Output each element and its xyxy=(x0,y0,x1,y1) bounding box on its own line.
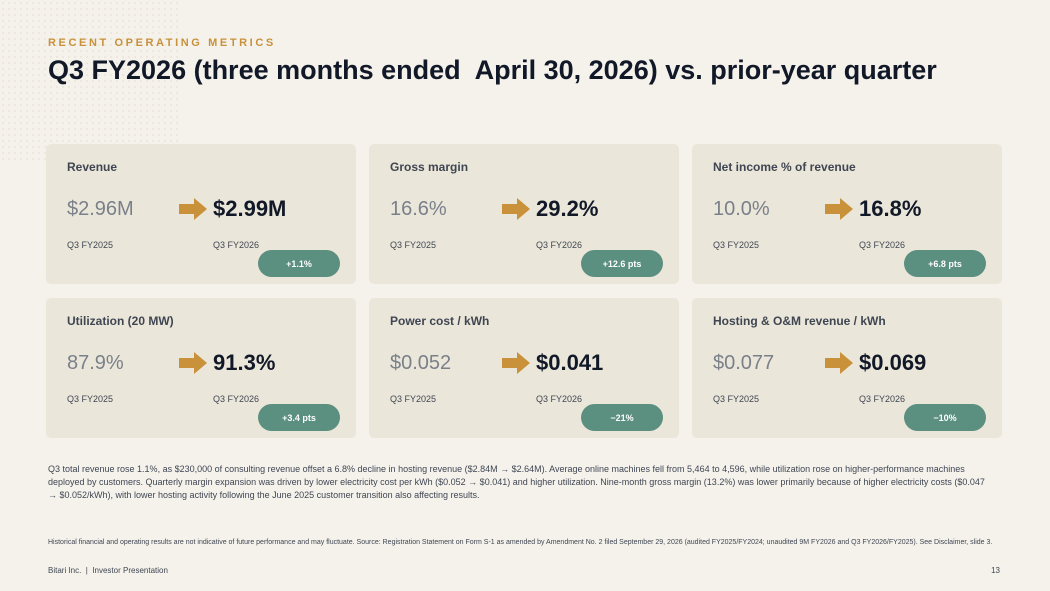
change-badge: +6.8 pts xyxy=(904,250,986,277)
prior-period-label: Q3 FY2025 xyxy=(67,240,114,250)
current-period-label: Q3 FY2026 xyxy=(536,240,583,250)
footer-text: Bitari Inc. | Investor Presentation xyxy=(48,566,168,575)
change-badge: +3.4 pts xyxy=(258,404,340,431)
prior-value: $0.077 xyxy=(713,352,775,374)
current-period-label: Q3 FY2026 xyxy=(213,240,260,250)
current-value: $2.99M xyxy=(213,196,287,221)
current-period-label: Q3 FY2026 xyxy=(536,394,583,404)
prior-period-label: Q3 FY2025 xyxy=(713,240,760,250)
prior-period-label: Q3 FY2025 xyxy=(390,394,437,404)
current-value: $0.041 xyxy=(536,350,604,375)
prior-value: 16.6% xyxy=(390,198,447,220)
metric-card-gross-margin: Gross margin 16.6% 29.2% Q3 FY2025 Q3 FY… xyxy=(369,144,679,284)
right-arrow-icon xyxy=(825,352,853,374)
current-period-label: Q3 FY2026 xyxy=(859,394,906,404)
decorative-dot-pattern xyxy=(0,0,180,160)
current-period-label: Q3 FY2026 xyxy=(859,240,906,250)
metric-label: Net income % of revenue xyxy=(713,160,856,174)
current-value: 29.2% xyxy=(536,196,599,221)
metric-card-hosting-revenue: Hosting & O&M revenue / kWh $0.077 $0.06… xyxy=(692,298,1002,438)
prior-period-label: Q3 FY2025 xyxy=(713,394,760,404)
metric-label: Utilization (20 MW) xyxy=(67,314,174,328)
metric-label: Revenue xyxy=(67,160,118,174)
right-arrow-icon xyxy=(502,198,530,220)
current-value: 16.8% xyxy=(859,196,922,221)
slide-title: Q3 FY2026 (three months ended April 30, … xyxy=(48,55,937,85)
metric-card-net-income: Net income % of revenue 10.0% 16.8% Q3 F… xyxy=(692,144,1002,284)
prior-period-label: Q3 FY2025 xyxy=(67,394,114,404)
metric-label: Gross margin xyxy=(390,160,469,174)
metric-label: Hosting & O&M revenue / kWh xyxy=(713,314,886,328)
metrics-grid: Revenue $2.96M $2.99M Q3 FY2025 Q3 FY202… xyxy=(46,144,1002,438)
change-badge: +12.6 pts xyxy=(581,250,663,277)
right-arrow-icon xyxy=(179,198,207,220)
page-number: 13 xyxy=(991,566,1000,575)
prior-value: $0.052 xyxy=(390,352,452,374)
right-arrow-icon xyxy=(825,198,853,220)
metric-label: Power cost / kWh xyxy=(390,314,490,328)
section-eyebrow: RECENT OPERATING METRICS xyxy=(48,37,276,49)
prior-value: 87.9% xyxy=(67,352,124,374)
disclaimer-text: Historical financial and operating resul… xyxy=(48,539,993,546)
metric-card-power-cost: Power cost / kWh $0.052 $0.041 Q3 FY2025… xyxy=(369,298,679,438)
change-badge: −10% xyxy=(904,404,986,431)
current-period-label: Q3 FY2026 xyxy=(213,394,260,404)
prior-period-label: Q3 FY2025 xyxy=(390,240,437,250)
current-value: $0.069 xyxy=(859,350,927,375)
prior-value: 10.0% xyxy=(713,198,770,220)
change-badge: +1.1% xyxy=(258,250,340,277)
current-value: 91.3% xyxy=(213,350,276,375)
change-badge: −21% xyxy=(581,404,663,431)
metric-card-utilization: Utilization (20 MW) 87.9% 91.3% Q3 FY202… xyxy=(46,298,356,438)
metric-card-revenue: Revenue $2.96M $2.99M Q3 FY2025 Q3 FY202… xyxy=(46,144,356,284)
prior-value: $2.96M xyxy=(67,198,134,220)
right-arrow-icon xyxy=(502,352,530,374)
commentary-paragraph: Q3 total revenue rose 1.1%, as $230,000 … xyxy=(48,464,985,500)
right-arrow-icon xyxy=(179,352,207,374)
